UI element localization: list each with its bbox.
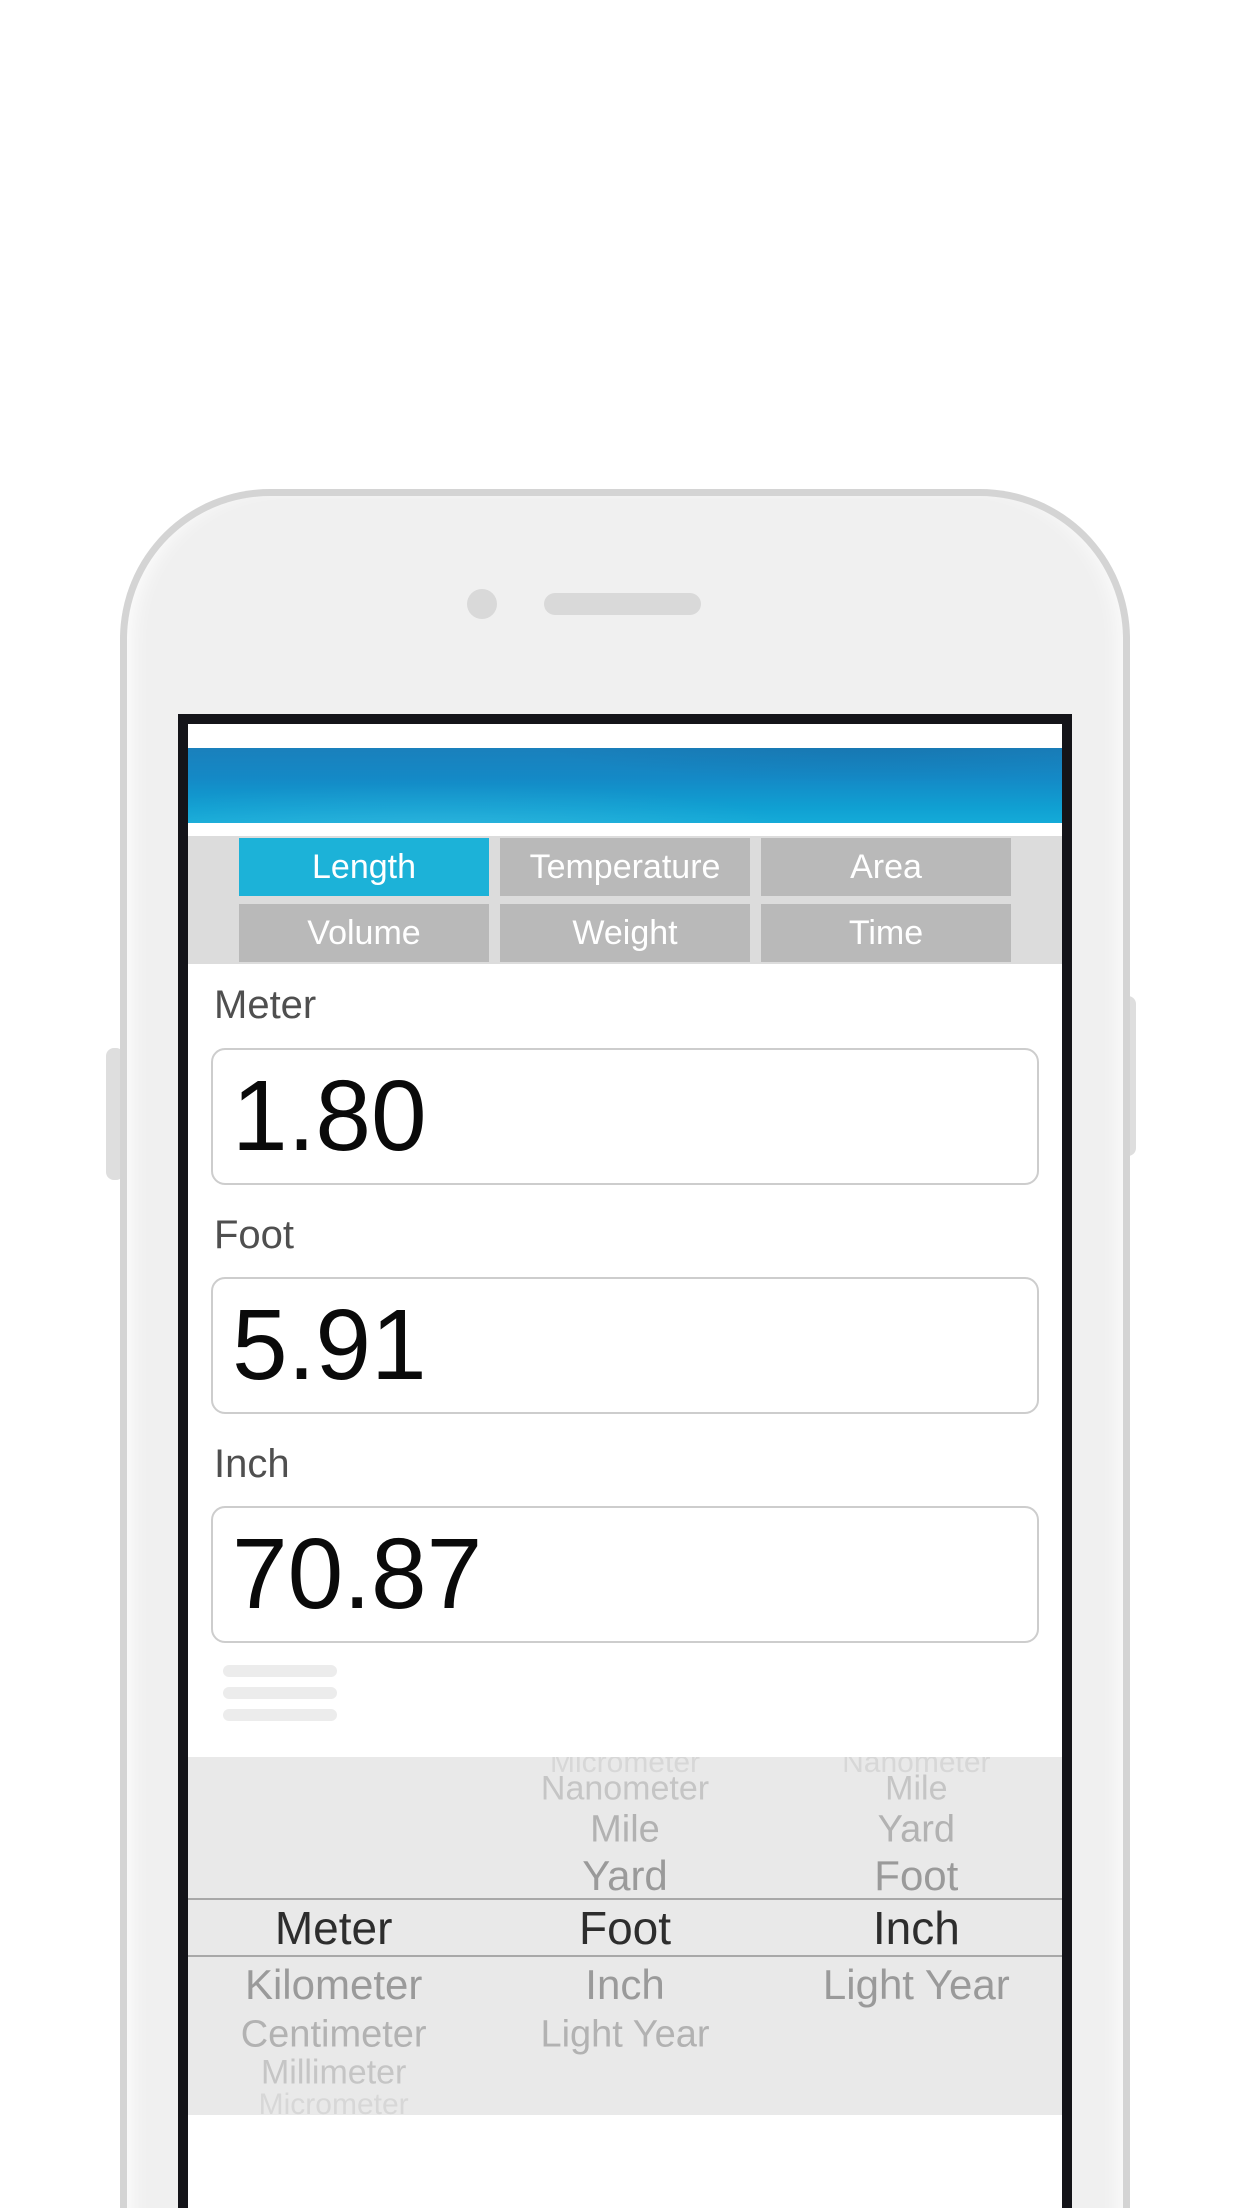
drag-handle-icon[interactable] <box>223 1665 337 1721</box>
picker-row: Millimeter <box>260 2053 407 2092</box>
meter-label: Meter <box>214 983 317 1027</box>
unit-picker: Micrometer Nanometer Nanometer Mile Mile Ya… <box>188 1757 1062 2115</box>
picker-column-inch[interactable] <box>770 1757 1061 2115</box>
picker-selection-line-bottom <box>188 1955 1062 1957</box>
tab-weight[interactable]: Weight <box>500 904 750 962</box>
tab-time[interactable]: Time <box>761 904 1011 962</box>
foot-label: Foot <box>214 1213 295 1257</box>
tab-length[interactable]: Length <box>239 838 489 896</box>
app-screen: Length Temperature Area Volume Weight Ti… <box>178 714 1072 2208</box>
inch-label: Inch <box>214 1442 290 1486</box>
app-header <box>188 748 1062 823</box>
picker-row: Micrometer <box>258 2088 409 2115</box>
meter-input[interactable] <box>211 1048 1039 1185</box>
picker-row: Centimeter Light Year <box>240 2013 710 2056</box>
tab-temperature[interactable]: Temperature <box>500 838 750 896</box>
inch-input[interactable] <box>211 1506 1039 1643</box>
speaker-icon <box>544 593 701 615</box>
picker-column-foot[interactable] <box>479 1757 770 2115</box>
app-screen-content: Length Temperature Area Volume Weight Ti… <box>188 724 1062 2208</box>
picker-selected-row: Meter Foot Inch <box>274 1902 960 1954</box>
tab-area[interactable]: Area <box>761 838 1011 896</box>
picker-row: Nanometer Mile <box>540 1769 948 1808</box>
status-bar <box>188 724 1062 748</box>
camera-icon <box>467 589 497 619</box>
picker-row: Mile Yard <box>590 1808 956 1851</box>
picker-column-meter[interactable] <box>188 1757 479 2115</box>
category-tabs: Length Temperature Area Volume Weight Ti… <box>188 836 1062 964</box>
picker-row: Kilometer Inch Light Year <box>244 1961 1010 2008</box>
volume-button[interactable] <box>106 1048 124 1180</box>
picker-row: Yard Foot <box>582 1852 959 1899</box>
foot-input[interactable] <box>211 1277 1039 1414</box>
picker-row: Micrometer Nanometer <box>549 1757 991 1779</box>
tab-volume[interactable]: Volume <box>239 904 489 962</box>
picker-selection-line-top <box>188 1898 1062 1900</box>
